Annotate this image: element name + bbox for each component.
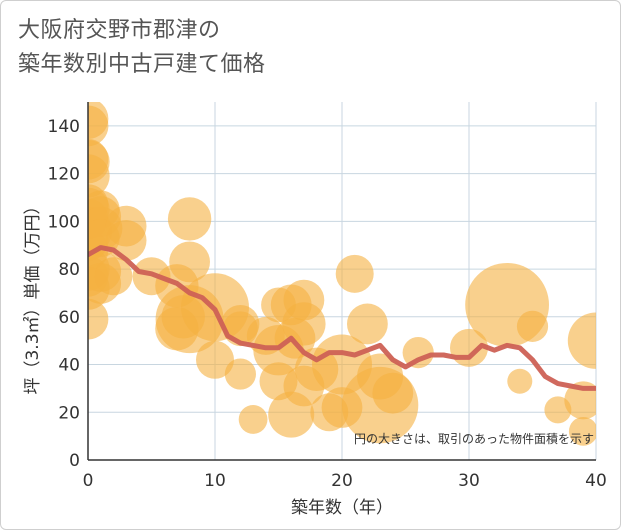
bubble-point [335, 254, 374, 293]
bubble-point [372, 372, 414, 414]
x-tick-label: 0 [83, 471, 94, 491]
bubble-point [507, 368, 533, 394]
x-axis-label: 築年数（年） [291, 498, 393, 518]
axes [87, 102, 596, 461]
bubble-point [568, 416, 596, 446]
bubble-point [196, 340, 234, 379]
bubble-point [94, 257, 133, 296]
bubble-point [88, 105, 109, 147]
y-tick-label: 80 [58, 260, 80, 280]
y-tick-label: 140 [48, 117, 80, 137]
bubble-point [105, 220, 147, 261]
trend-line [88, 245, 596, 391]
y-tick-label: 20 [58, 403, 80, 423]
bubble-point [402, 337, 434, 369]
bubble-point [167, 197, 212, 241]
y-axis-label: 坪（3.3㎡）単価（万円） [23, 197, 43, 394]
y-tick-label: 120 [48, 165, 80, 185]
y-tick-label: 0 [69, 451, 80, 471]
bubble-point [238, 405, 268, 434]
y-tick-label: 100 [48, 212, 80, 232]
bubble-point [88, 298, 109, 340]
size-note: 円の大きさは、取引のあった物件面積を示す [354, 431, 594, 446]
x-tick-label: 10 [204, 471, 226, 491]
y-tick-label: 60 [58, 308, 80, 328]
bubble-series [88, 102, 596, 446]
bubble-point [224, 358, 256, 390]
bubble-point [169, 241, 211, 283]
y-tick-label: 40 [58, 356, 80, 376]
bubble-point [282, 302, 326, 346]
chart-title: 大阪府交野市郡津の 築年数別中古戸建て価格 [18, 14, 266, 82]
tick-labels: 0 10 20 30 40 0 20 40 60 80 100 120 140 [48, 117, 607, 491]
trend-series [88, 245, 596, 391]
chart-title-line-1: 大阪府交野市郡津の [18, 18, 221, 43]
chart-title-line-2: 築年数別中古戸建て価格 [18, 52, 266, 77]
bubble-point [567, 312, 596, 369]
x-tick-label: 20 [331, 471, 353, 491]
x-tick-label: 30 [458, 471, 480, 491]
bubble-point [347, 303, 388, 345]
bubble-point [516, 310, 549, 342]
x-tick-label: 40 [585, 471, 607, 491]
